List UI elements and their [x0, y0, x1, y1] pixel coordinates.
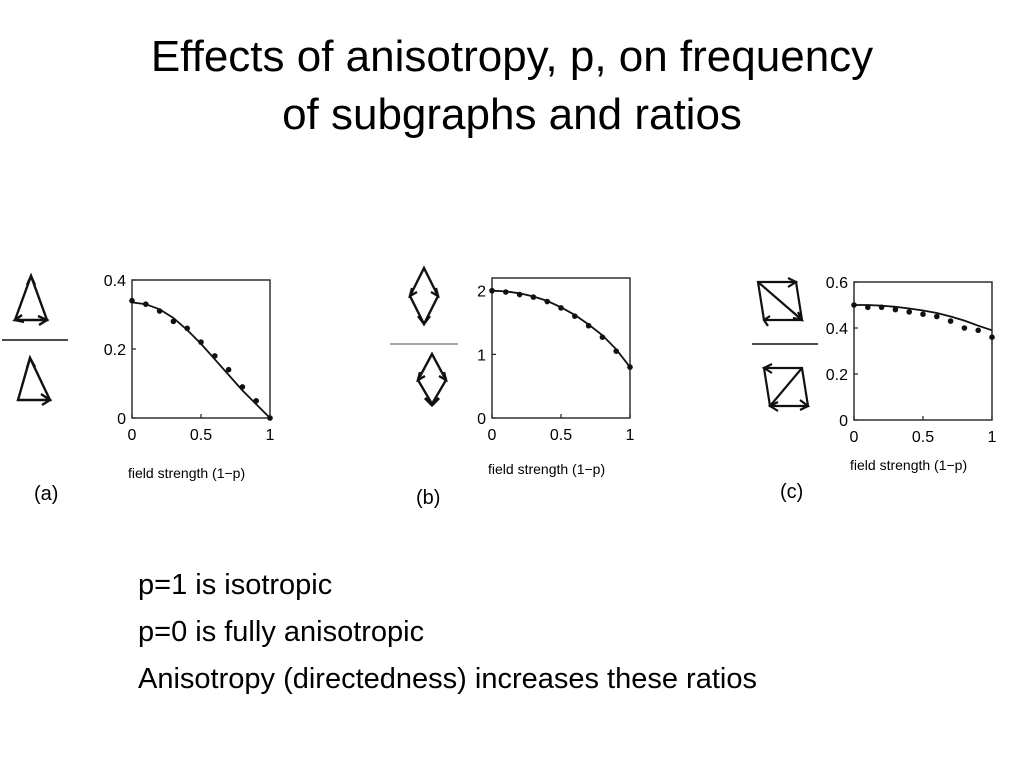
motif-ratio-b	[390, 265, 458, 408]
panel-label: (b)	[416, 487, 440, 509]
title-line-1: Effects of anisotropy, p, on frequency	[150, 32, 874, 81]
panel-label: (a)	[34, 483, 58, 505]
data-point	[613, 348, 619, 354]
x-tick-label: 0.5	[912, 429, 934, 446]
motif-numerator-icon	[756, 277, 805, 327]
notes-list: p=1 is isotropic p=0 is fully anisotropi…	[138, 562, 757, 703]
x-tick-label: 1	[988, 429, 997, 446]
data-point	[170, 318, 177, 325]
x-axis-label: field strength (1−p)	[128, 465, 245, 481]
y-tick-label: 0.2	[104, 342, 126, 359]
motif-denominator-icon	[416, 351, 448, 408]
y-tick-label: 0	[477, 411, 486, 428]
y-tick-label: 0.4	[104, 273, 126, 290]
data-point	[865, 304, 871, 311]
data-point	[892, 306, 899, 313]
data-point	[627, 364, 633, 370]
panel-label: (c)	[780, 481, 803, 503]
y-tick-label: 0	[839, 413, 848, 430]
data-point	[212, 353, 218, 359]
motif-ratio-a	[2, 272, 68, 407]
data-point	[503, 289, 509, 295]
data-point	[489, 287, 495, 294]
chart-panel-c: 0 0.5 1 0 0.2 0.4 0.6 field strength (1−p) (c)	[752, 275, 997, 503]
data-point	[156, 308, 163, 314]
data-point	[572, 313, 578, 319]
data-point	[934, 313, 940, 320]
motif-denominator-icon	[761, 363, 811, 412]
data-point	[129, 297, 135, 304]
x-tick-label: 1	[626, 427, 635, 444]
fit-curve	[491, 289, 631, 368]
plot-frame	[491, 277, 631, 419]
motif-numerator-icon	[12, 272, 50, 327]
fit-curve	[131, 301, 271, 419]
x-tick-label: 1	[266, 427, 275, 444]
data-point	[599, 334, 606, 340]
data-point	[558, 305, 564, 311]
data-point	[989, 334, 995, 340]
data-point	[961, 325, 968, 331]
data-point	[225, 366, 232, 373]
data-point	[947, 318, 954, 324]
x-axis-label: field strength (1−p)	[488, 461, 605, 477]
y-tick-label: 0.6	[826, 275, 848, 292]
y-tick-label: 0	[117, 411, 126, 428]
data-point	[267, 415, 273, 421]
data-point	[184, 325, 190, 332]
data-point	[253, 397, 259, 404]
data-point	[878, 304, 885, 311]
data-point	[585, 322, 592, 329]
x-axis-label: field strength (1−p)	[850, 457, 967, 473]
y-tick-label: 2	[477, 284, 486, 301]
motif-ratio-c	[752, 277, 818, 412]
y-tick-label: 1	[477, 347, 486, 364]
data-point	[143, 301, 149, 307]
motif-numerator-icon	[408, 265, 440, 327]
data-point	[516, 291, 523, 298]
plot-frame	[853, 281, 993, 421]
chart-panel-b: 0 0.5 1 0 1 2 field strength (1−p) (b)	[390, 265, 635, 509]
data-point	[530, 294, 537, 300]
x-tick-label: 0.5	[190, 427, 212, 444]
y-tick-label: 0.2	[826, 367, 848, 384]
data-point	[975, 327, 981, 334]
title-line-2: of subgraphs and ratios	[282, 90, 742, 139]
data-point	[851, 302, 857, 308]
data-point	[198, 339, 204, 345]
x-tick-label: 0	[128, 427, 137, 444]
data-point	[906, 309, 912, 315]
fit-curve	[854, 304, 993, 332]
data-point	[239, 384, 246, 390]
note-line: Anisotropy (directedness) increases thes…	[138, 663, 757, 695]
motif-denominator-icon	[16, 354, 53, 407]
data-point	[920, 311, 926, 317]
x-tick-label: 0	[850, 429, 859, 446]
slide-title: Effects of anisotropy, p, on frequency o…	[40, 28, 984, 144]
chart-panel-a: 0 0.5 1 0 0.2 0.4 field strength (1−p) (a)	[2, 272, 275, 505]
x-tick-label: 0	[488, 427, 497, 444]
data-point	[544, 298, 550, 305]
note-line: p=0 is fully anisotropic	[138, 616, 425, 648]
x-tick-label: 0.5	[550, 427, 572, 444]
y-tick-label: 0.4	[826, 321, 848, 338]
note-line: p=1 is isotropic	[138, 569, 333, 601]
